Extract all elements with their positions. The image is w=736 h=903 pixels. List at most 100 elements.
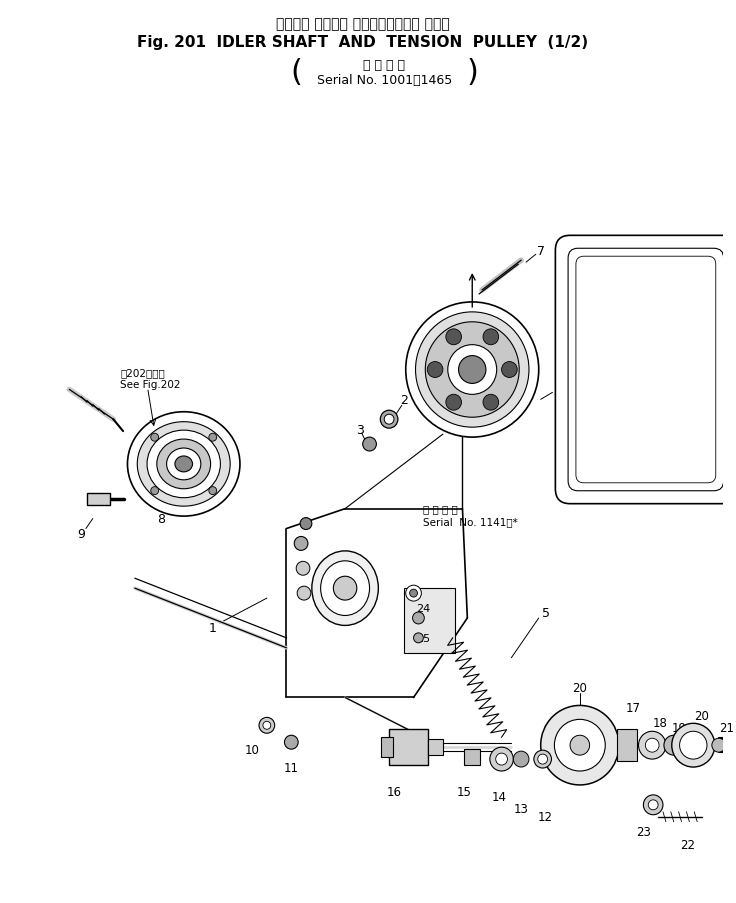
Circle shape <box>416 312 529 428</box>
Bar <box>428 740 443 755</box>
Text: See Fig.202: See Fig.202 <box>120 380 180 390</box>
Text: 6: 6 <box>556 384 565 396</box>
Text: 15: 15 <box>457 786 472 798</box>
Ellipse shape <box>127 413 240 517</box>
Text: 4: 4 <box>679 284 687 297</box>
Circle shape <box>645 739 659 752</box>
FancyBboxPatch shape <box>556 236 736 504</box>
Circle shape <box>414 633 423 643</box>
Text: 第202図参照: 第202図参照 <box>120 368 165 378</box>
Text: 1: 1 <box>209 622 217 635</box>
Text: 23: 23 <box>636 825 651 838</box>
Circle shape <box>447 345 497 395</box>
Ellipse shape <box>175 456 193 472</box>
Text: 8: 8 <box>158 513 165 526</box>
Circle shape <box>534 750 551 768</box>
Circle shape <box>446 330 461 345</box>
Circle shape <box>259 718 275 733</box>
Text: 11: 11 <box>284 760 299 774</box>
Circle shape <box>209 487 216 495</box>
Text: 25: 25 <box>417 633 431 643</box>
Text: 21: 21 <box>719 721 734 734</box>
Text: 12: 12 <box>538 810 553 824</box>
Ellipse shape <box>137 423 230 507</box>
Text: Fig. 201  IDLER SHAFT  AND  TENSION  PULLEY  (1/2): Fig. 201 IDLER SHAFT AND TENSION PULLEY … <box>137 35 588 50</box>
Circle shape <box>541 705 619 785</box>
Text: 19: 19 <box>672 721 687 734</box>
FancyBboxPatch shape <box>568 249 723 491</box>
Circle shape <box>639 731 666 759</box>
Text: 7: 7 <box>537 245 545 257</box>
Circle shape <box>384 414 394 424</box>
Circle shape <box>381 411 398 429</box>
Ellipse shape <box>321 561 369 616</box>
Circle shape <box>554 720 605 771</box>
Text: 3: 3 <box>355 424 364 436</box>
Circle shape <box>513 751 529 768</box>
Text: 18: 18 <box>653 716 668 729</box>
Text: 17: 17 <box>626 701 641 714</box>
Ellipse shape <box>312 551 378 626</box>
Circle shape <box>672 723 715 768</box>
Circle shape <box>300 518 312 530</box>
Text: 2: 2 <box>400 394 408 406</box>
Text: 16: 16 <box>386 786 402 798</box>
Circle shape <box>410 590 417 598</box>
Text: 14: 14 <box>492 790 507 804</box>
Circle shape <box>538 754 548 764</box>
Circle shape <box>446 395 461 411</box>
Circle shape <box>294 537 308 551</box>
Bar <box>87 493 110 505</box>
Circle shape <box>664 735 684 755</box>
Text: 9: 9 <box>77 527 85 540</box>
Text: 22: 22 <box>680 838 695 852</box>
Circle shape <box>712 739 726 752</box>
Circle shape <box>425 322 519 418</box>
Bar <box>464 749 480 765</box>
Circle shape <box>297 587 311 600</box>
Circle shape <box>363 438 376 452</box>
Text: Serial  No. 1141～*: Serial No. 1141～* <box>423 517 518 527</box>
Text: (: ( <box>290 58 302 87</box>
Circle shape <box>333 577 357 600</box>
Text: 5: 5 <box>542 607 550 619</box>
Circle shape <box>263 721 271 730</box>
Text: 20: 20 <box>693 709 709 722</box>
Circle shape <box>413 612 425 624</box>
Circle shape <box>483 330 499 345</box>
Circle shape <box>406 585 422 601</box>
Text: 適 用 号 機: 適 用 号 機 <box>423 504 458 514</box>
Ellipse shape <box>157 440 210 489</box>
Bar <box>404 589 455 653</box>
Circle shape <box>406 303 539 438</box>
Bar <box>617 730 637 761</box>
Circle shape <box>151 433 158 442</box>
Circle shape <box>428 362 443 378</box>
Circle shape <box>648 800 658 810</box>
Circle shape <box>679 731 707 759</box>
Circle shape <box>496 753 507 765</box>
Text: アイドラ シャフト およびテンション プーリ: アイドラ シャフト およびテンション プーリ <box>276 18 450 32</box>
Circle shape <box>151 487 158 495</box>
Circle shape <box>570 735 590 755</box>
Text: 24: 24 <box>417 603 431 613</box>
Bar <box>381 738 393 758</box>
Circle shape <box>643 795 663 815</box>
Circle shape <box>296 562 310 575</box>
Circle shape <box>483 395 499 411</box>
Circle shape <box>490 748 513 771</box>
Circle shape <box>459 356 486 384</box>
Text: 13: 13 <box>514 803 528 815</box>
FancyBboxPatch shape <box>576 257 716 483</box>
Text: Serial No. 1001～1465: Serial No. 1001～1465 <box>316 74 452 87</box>
Text: ): ) <box>467 58 478 87</box>
Text: 10: 10 <box>245 743 260 756</box>
Circle shape <box>209 433 216 442</box>
Ellipse shape <box>166 449 201 480</box>
Circle shape <box>501 362 517 378</box>
Circle shape <box>284 735 298 749</box>
Text: 適 用 号 機: 適 用 号 機 <box>364 59 406 72</box>
Text: 20: 20 <box>573 681 587 694</box>
Ellipse shape <box>147 431 220 498</box>
Bar <box>389 730 428 765</box>
